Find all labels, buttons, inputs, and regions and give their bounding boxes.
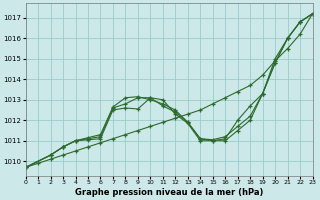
X-axis label: Graphe pression niveau de la mer (hPa): Graphe pression niveau de la mer (hPa) xyxy=(75,188,263,197)
